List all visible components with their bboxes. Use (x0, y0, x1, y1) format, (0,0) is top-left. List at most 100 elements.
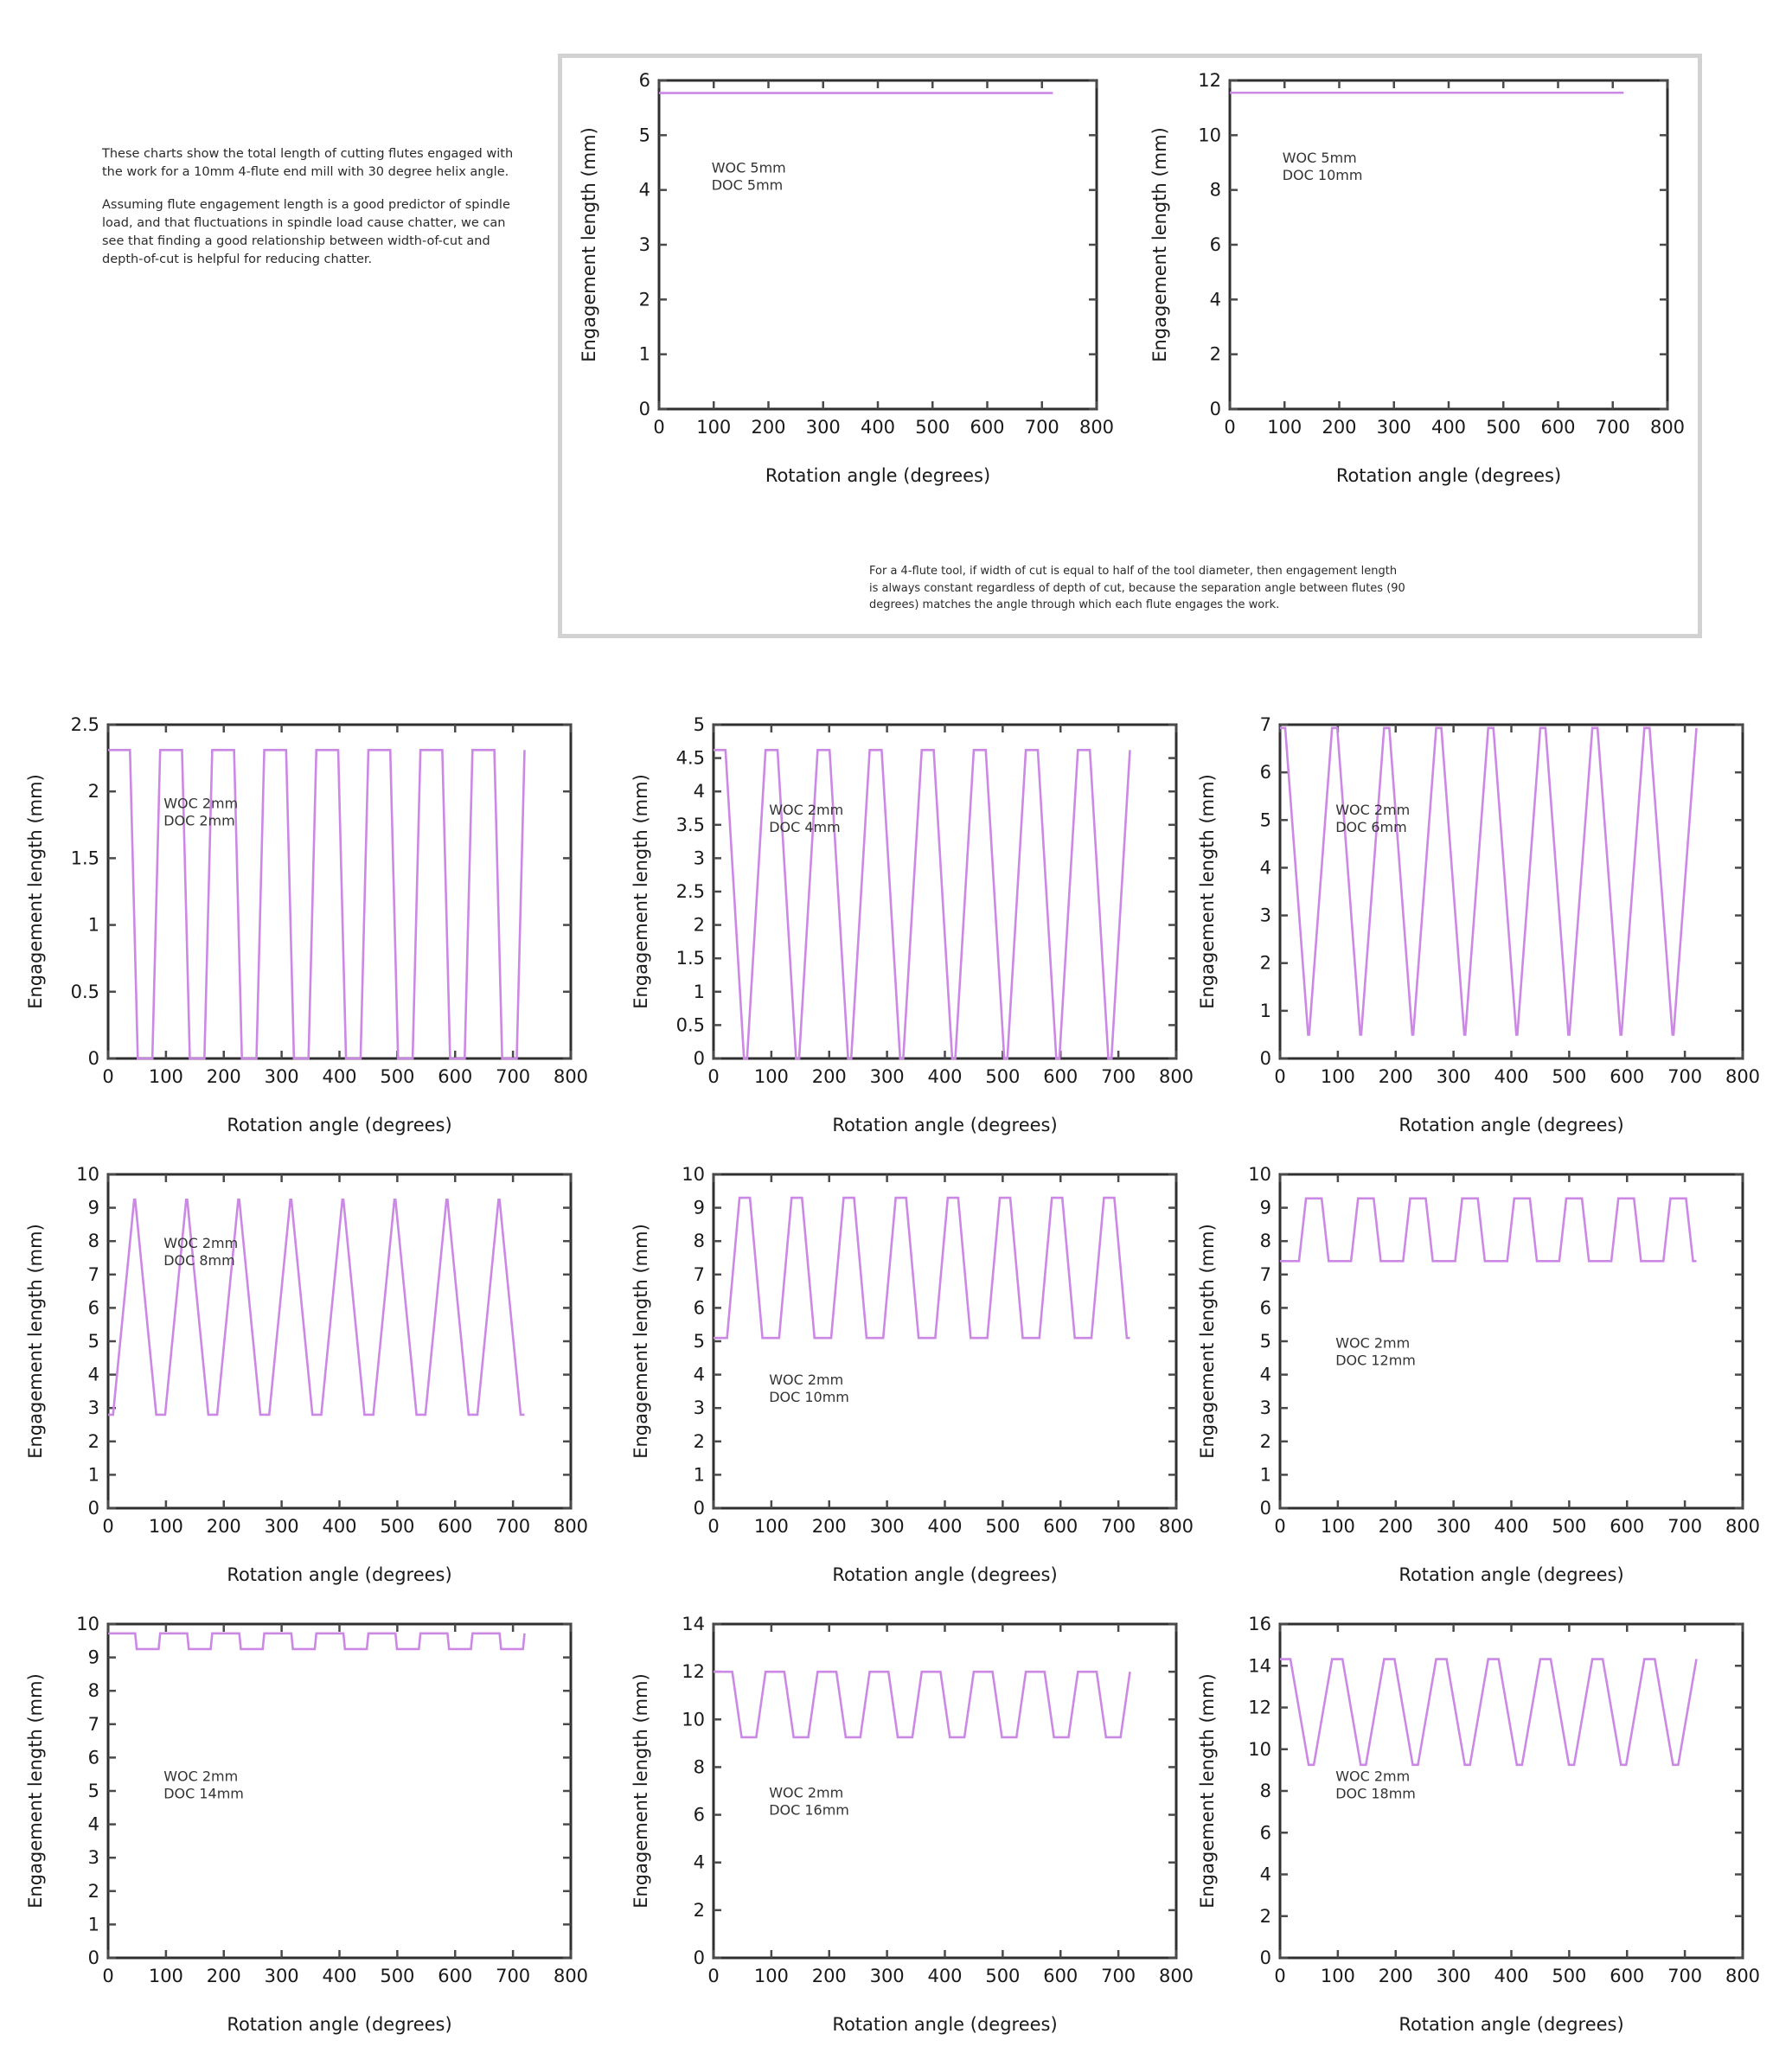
x-tick-label: 0 (102, 1066, 113, 1087)
x-tick-label: 700 (1101, 1516, 1136, 1537)
series-annotation-line: DOC 10mm (1283, 167, 1363, 183)
x-tick-label: 500 (380, 1966, 414, 1986)
x-axis-title: Rotation angle (degrees) (832, 1115, 1057, 1135)
x-tick-label: 500 (380, 1066, 414, 1087)
x-tick-label: 100 (149, 1066, 183, 1087)
y-tick-label: 2 (1260, 1906, 1271, 1927)
x-tick-label: 600 (1043, 1066, 1078, 1087)
y-tick-label: 1 (88, 915, 99, 936)
y-tick-label: 2 (1260, 953, 1271, 974)
x-tick-label: 600 (438, 1066, 472, 1087)
y-tick-label: 1 (1260, 1464, 1271, 1485)
x-tick-label: 400 (1494, 1066, 1528, 1087)
y-tick-label: 2 (1210, 344, 1221, 365)
x-tick-label: 700 (1025, 417, 1059, 438)
x-tick-label: 800 (1725, 1066, 1760, 1087)
x-tick-label: 800 (1650, 417, 1685, 438)
series-annotation-line: WOC 2mm (1335, 1768, 1410, 1784)
series-line (714, 1196, 1130, 1340)
y-tick-label: 0 (88, 1498, 99, 1519)
series-annotation-line: DOC 14mm (163, 1785, 244, 1801)
y-tick-label: 5 (639, 125, 650, 145)
y-tick-label: 1 (1260, 1001, 1271, 1021)
y-tick-label: 0 (639, 399, 650, 419)
x-tick-label: 0 (707, 1966, 719, 1986)
y-axis-title: Engagement length (mm) (26, 774, 46, 1009)
y-tick-label: 8 (88, 1680, 99, 1701)
series-annotation-line: DOC 5mm (712, 176, 784, 193)
y-tick-label: 4 (694, 1852, 705, 1873)
y-axis-title: Engagement length (mm) (1198, 774, 1218, 1009)
y-tick-label: 6 (1260, 762, 1271, 783)
intro-paragraph-2: Assuming flute engagement length is a go… (102, 198, 510, 267)
y-tick-label: 7 (1260, 1264, 1271, 1285)
chart-woc2-doc4: 0 100 200 300 400 500 600 700 800 0 0.5 1 1.5 2 2.5 3 3.… (631, 706, 1202, 1138)
x-tick-label: 700 (1667, 1966, 1702, 1986)
series-line (108, 1199, 525, 1417)
series-annotation-line: DOC 2mm (163, 813, 235, 829)
x-tick-label: 0 (1274, 1066, 1285, 1087)
x-tick-label: 400 (927, 1516, 962, 1537)
y-tick-label: 4.5 (676, 748, 705, 769)
series-annotation-line: DOC 10mm (769, 1389, 849, 1405)
x-tick-label: 800 (554, 1966, 588, 1986)
series-annotation-line: DOC 4mm (769, 819, 841, 835)
x-tick-label: 300 (1437, 1066, 1471, 1087)
y-tick-label: 10 (1248, 1739, 1271, 1760)
series-annotation-line: DOC 12mm (1335, 1353, 1416, 1369)
x-tick-label: 500 (985, 1516, 1020, 1537)
y-tick-label: 0 (694, 1498, 705, 1519)
x-axis-title: Rotation angle (degrees) (832, 2014, 1057, 2035)
series-annotation-line: WOC 2mm (1335, 802, 1410, 818)
x-tick-label: 200 (207, 1966, 241, 1986)
y-tick-label: 9 (88, 1647, 99, 1668)
y-tick-label: 6 (694, 1297, 705, 1318)
y-tick-label: 4 (88, 1814, 99, 1835)
y-tick-label: 6 (88, 1747, 99, 1768)
x-tick-label: 700 (1667, 1066, 1702, 1087)
chart-woc2-doc8: 0 100 200 300 400 500 600 700 800 0 1 2 3 4 5 6 7 8 9 10 Rot… (26, 1155, 597, 1588)
y-tick-label: 2 (694, 915, 705, 936)
series-annotation-line: WOC 2mm (769, 802, 843, 818)
y-axis-title: Engagement length (mm) (26, 1673, 46, 1909)
y-tick-label: 8 (88, 1231, 99, 1251)
x-tick-label: 700 (1101, 1066, 1136, 1087)
x-tick-label: 200 (812, 1966, 847, 1986)
y-tick-label: 2.5 (676, 881, 705, 902)
top-chart-row: 0 100 200 300 400 500 600 700 800 0 1 2 3 4 5 6 Rotation… (562, 58, 1698, 525)
y-tick-label: 5 (1260, 1331, 1271, 1352)
y-tick-label: 0 (1260, 1947, 1271, 1968)
x-tick-label: 400 (927, 1966, 962, 1986)
y-tick-label: 7 (694, 1264, 705, 1285)
series-line (1280, 726, 1698, 1036)
y-tick-label: 2 (1260, 1431, 1271, 1452)
chart-grid: 0 100 200 300 400 500 600 700 800 0 0.5 1 1.5 2 2.5 Rot… (0, 697, 1792, 2072)
x-tick-label: 100 (1321, 1516, 1355, 1537)
y-tick-label: 12 (1248, 1698, 1271, 1718)
y-tick-label: 7 (88, 1264, 99, 1285)
x-tick-label: 600 (1610, 1966, 1644, 1986)
y-tick-label: 9 (1260, 1198, 1271, 1218)
x-tick-label: 300 (265, 1066, 299, 1087)
series-line (1280, 1197, 1697, 1263)
y-tick-label: 0.5 (676, 1014, 705, 1035)
x-tick-label: 800 (554, 1066, 588, 1087)
x-tick-label: 500 (1486, 417, 1520, 438)
series-line (1280, 1658, 1698, 1767)
y-tick-label: 7 (1260, 714, 1271, 735)
x-tick-label: 300 (806, 417, 841, 438)
x-axis-title: Rotation angle (degrees) (765, 465, 990, 486)
y-axis-title: Engagement length (mm) (631, 1224, 651, 1459)
x-tick-label: 200 (207, 1066, 241, 1087)
x-tick-label: 600 (970, 417, 1004, 438)
x-tick-label: 600 (1610, 1066, 1644, 1087)
chart-woc2-doc10: 0 100 200 300 400 500 600 700 800 0 1 2 3 4 5 6 7 8 9 10 Rot… (631, 1155, 1202, 1588)
y-tick-label: 10 (682, 1164, 705, 1185)
chart-woc2-doc2: 0 100 200 300 400 500 600 700 800 0 0.5 1 1.5 2 2.5 Rot… (26, 706, 597, 1138)
x-tick-label: 200 (1322, 417, 1356, 438)
x-tick-label: 200 (1379, 1066, 1413, 1087)
y-tick-label: 2 (639, 289, 650, 310)
x-tick-label: 500 (1552, 1966, 1586, 1986)
y-tick-label: 3 (694, 1397, 705, 1418)
x-tick-label: 200 (812, 1516, 847, 1537)
